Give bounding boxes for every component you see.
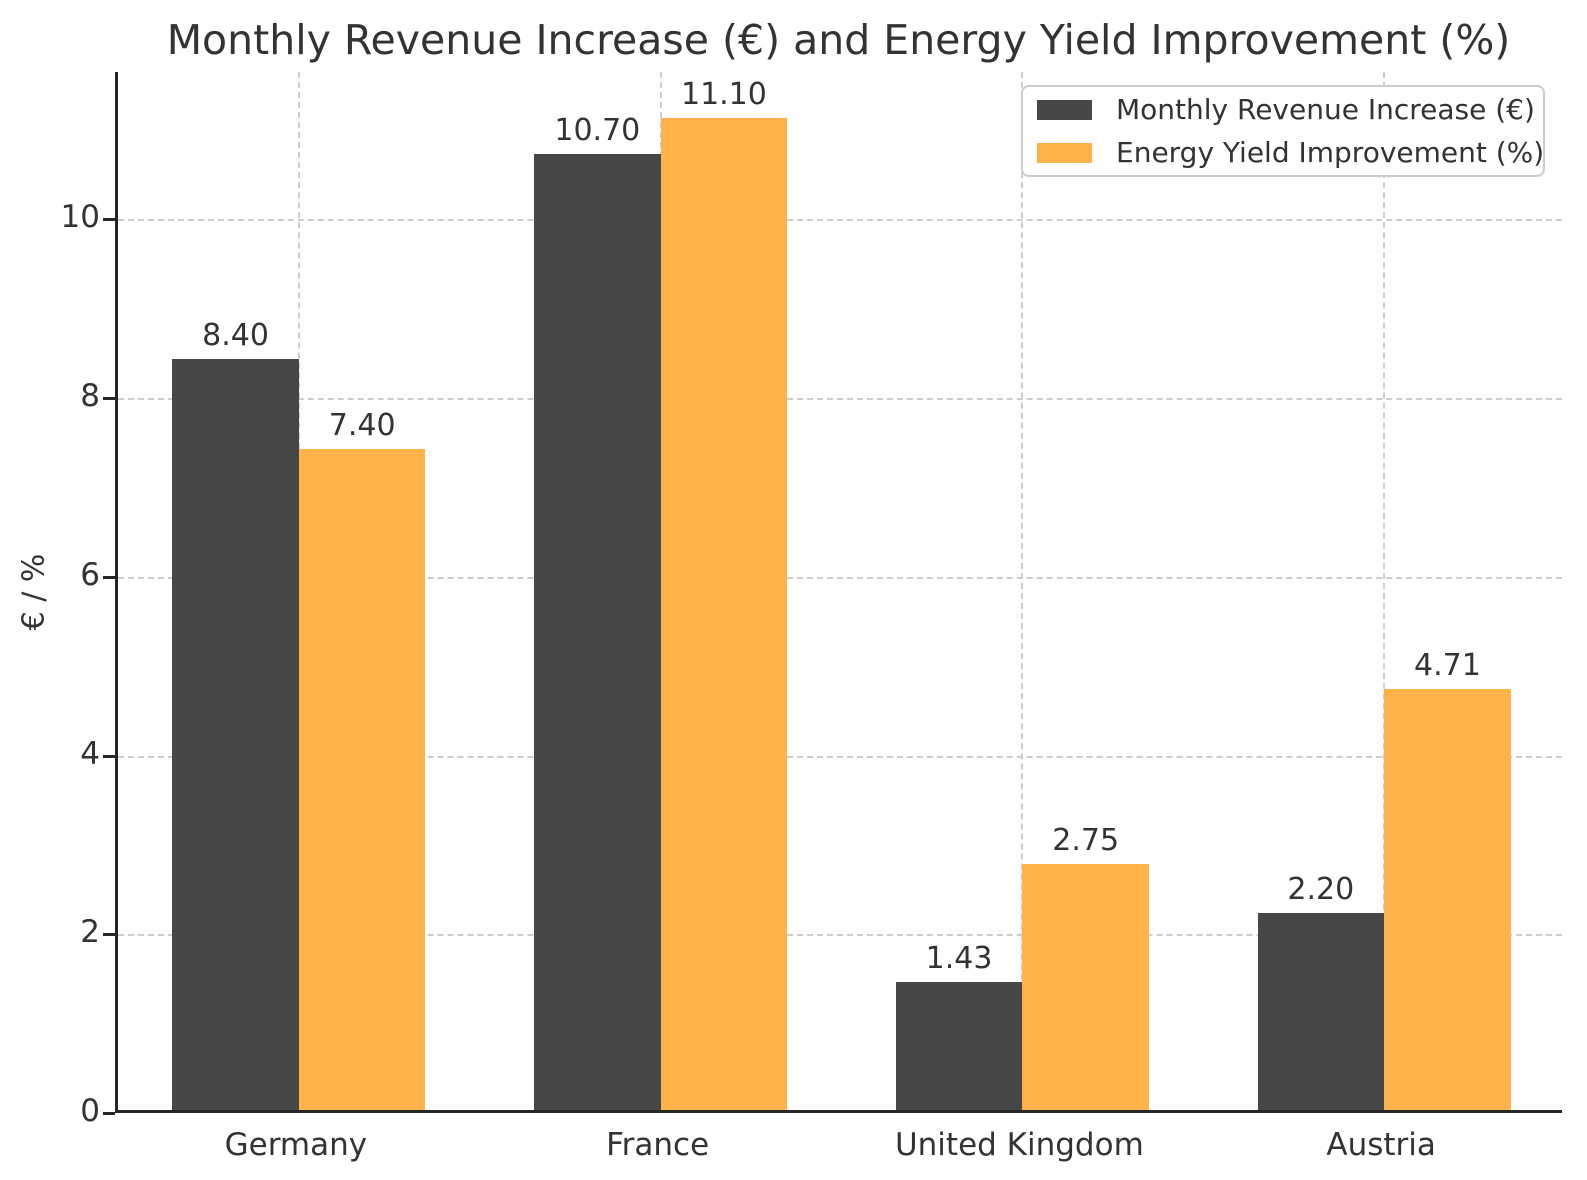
bar-value-label: 8.40 <box>202 318 269 354</box>
y-tick-label: 8 <box>80 378 100 415</box>
x-gridline <box>1021 72 1024 1110</box>
bar-value-label: 1.43 <box>925 941 993 977</box>
bar-value-label: 2.20 <box>1287 872 1355 908</box>
bar <box>895 982 1023 1110</box>
chart-title: Monthly Revenue Increase (€) and Energy … <box>166 16 1511 64</box>
bar-value-label: 7.40 <box>328 407 396 443</box>
y-tick-mark <box>103 1112 115 1115</box>
bar-value-label: 11.10 <box>680 77 767 113</box>
x-tick-label: United Kingdom <box>894 1127 1144 1163</box>
y-tick-label: 6 <box>80 556 100 593</box>
y-tick-mark <box>103 397 115 401</box>
y-gridline <box>118 219 1562 222</box>
y-tick-mark <box>103 754 115 758</box>
revenue-legend-label: Monthly Revenue Increase (€) <box>1116 93 1535 126</box>
y-gridline <box>118 755 1562 758</box>
bar <box>1257 913 1385 1110</box>
x-tick-label: France <box>606 1127 710 1163</box>
y-tick-mark <box>103 218 115 222</box>
y-tick-label: 10 <box>60 199 100 236</box>
y-tick-label: 2 <box>80 914 100 951</box>
yield-legend-label: Energy Yield Improvement (%) <box>1116 136 1545 169</box>
yield-legend-swatch <box>1037 142 1092 163</box>
bar <box>172 359 299 1110</box>
bar <box>534 153 661 1110</box>
bar <box>298 448 426 1110</box>
y-tick-mark <box>103 575 115 579</box>
legend-item-yield: Energy Yield Improvement (%) <box>1037 136 1544 169</box>
x-gridline <box>1383 72 1386 1110</box>
bar <box>1022 864 1149 1110</box>
x-tick-label: Austria <box>1326 1127 1436 1163</box>
bar <box>660 118 788 1110</box>
y-gridline <box>118 934 1562 937</box>
bar-value-label: 4.71 <box>1414 648 1481 684</box>
legend: Monthly Revenue Increase (€) Energy Yiel… <box>1021 85 1545 177</box>
x-tick-label: Germany <box>224 1127 368 1163</box>
bar-value-label: 2.75 <box>1052 823 1120 859</box>
plot-area: 8.40 10.70 1.43 2.20 7.40 11.10 2.75 4.71 <box>115 72 1562 1113</box>
legend-item-revenue: Monthly Revenue Increase (€) <box>1037 93 1535 126</box>
bar-value-label: 10.70 <box>554 112 641 148</box>
bar <box>1384 689 1511 1110</box>
y-gridline <box>118 398 1562 401</box>
y-tick-mark <box>103 933 115 937</box>
revenue-legend-swatch <box>1037 99 1092 120</box>
y-tick-label: 0 <box>80 1093 100 1129</box>
y-gridline <box>118 576 1562 579</box>
y-tick-label: 4 <box>80 735 100 772</box>
